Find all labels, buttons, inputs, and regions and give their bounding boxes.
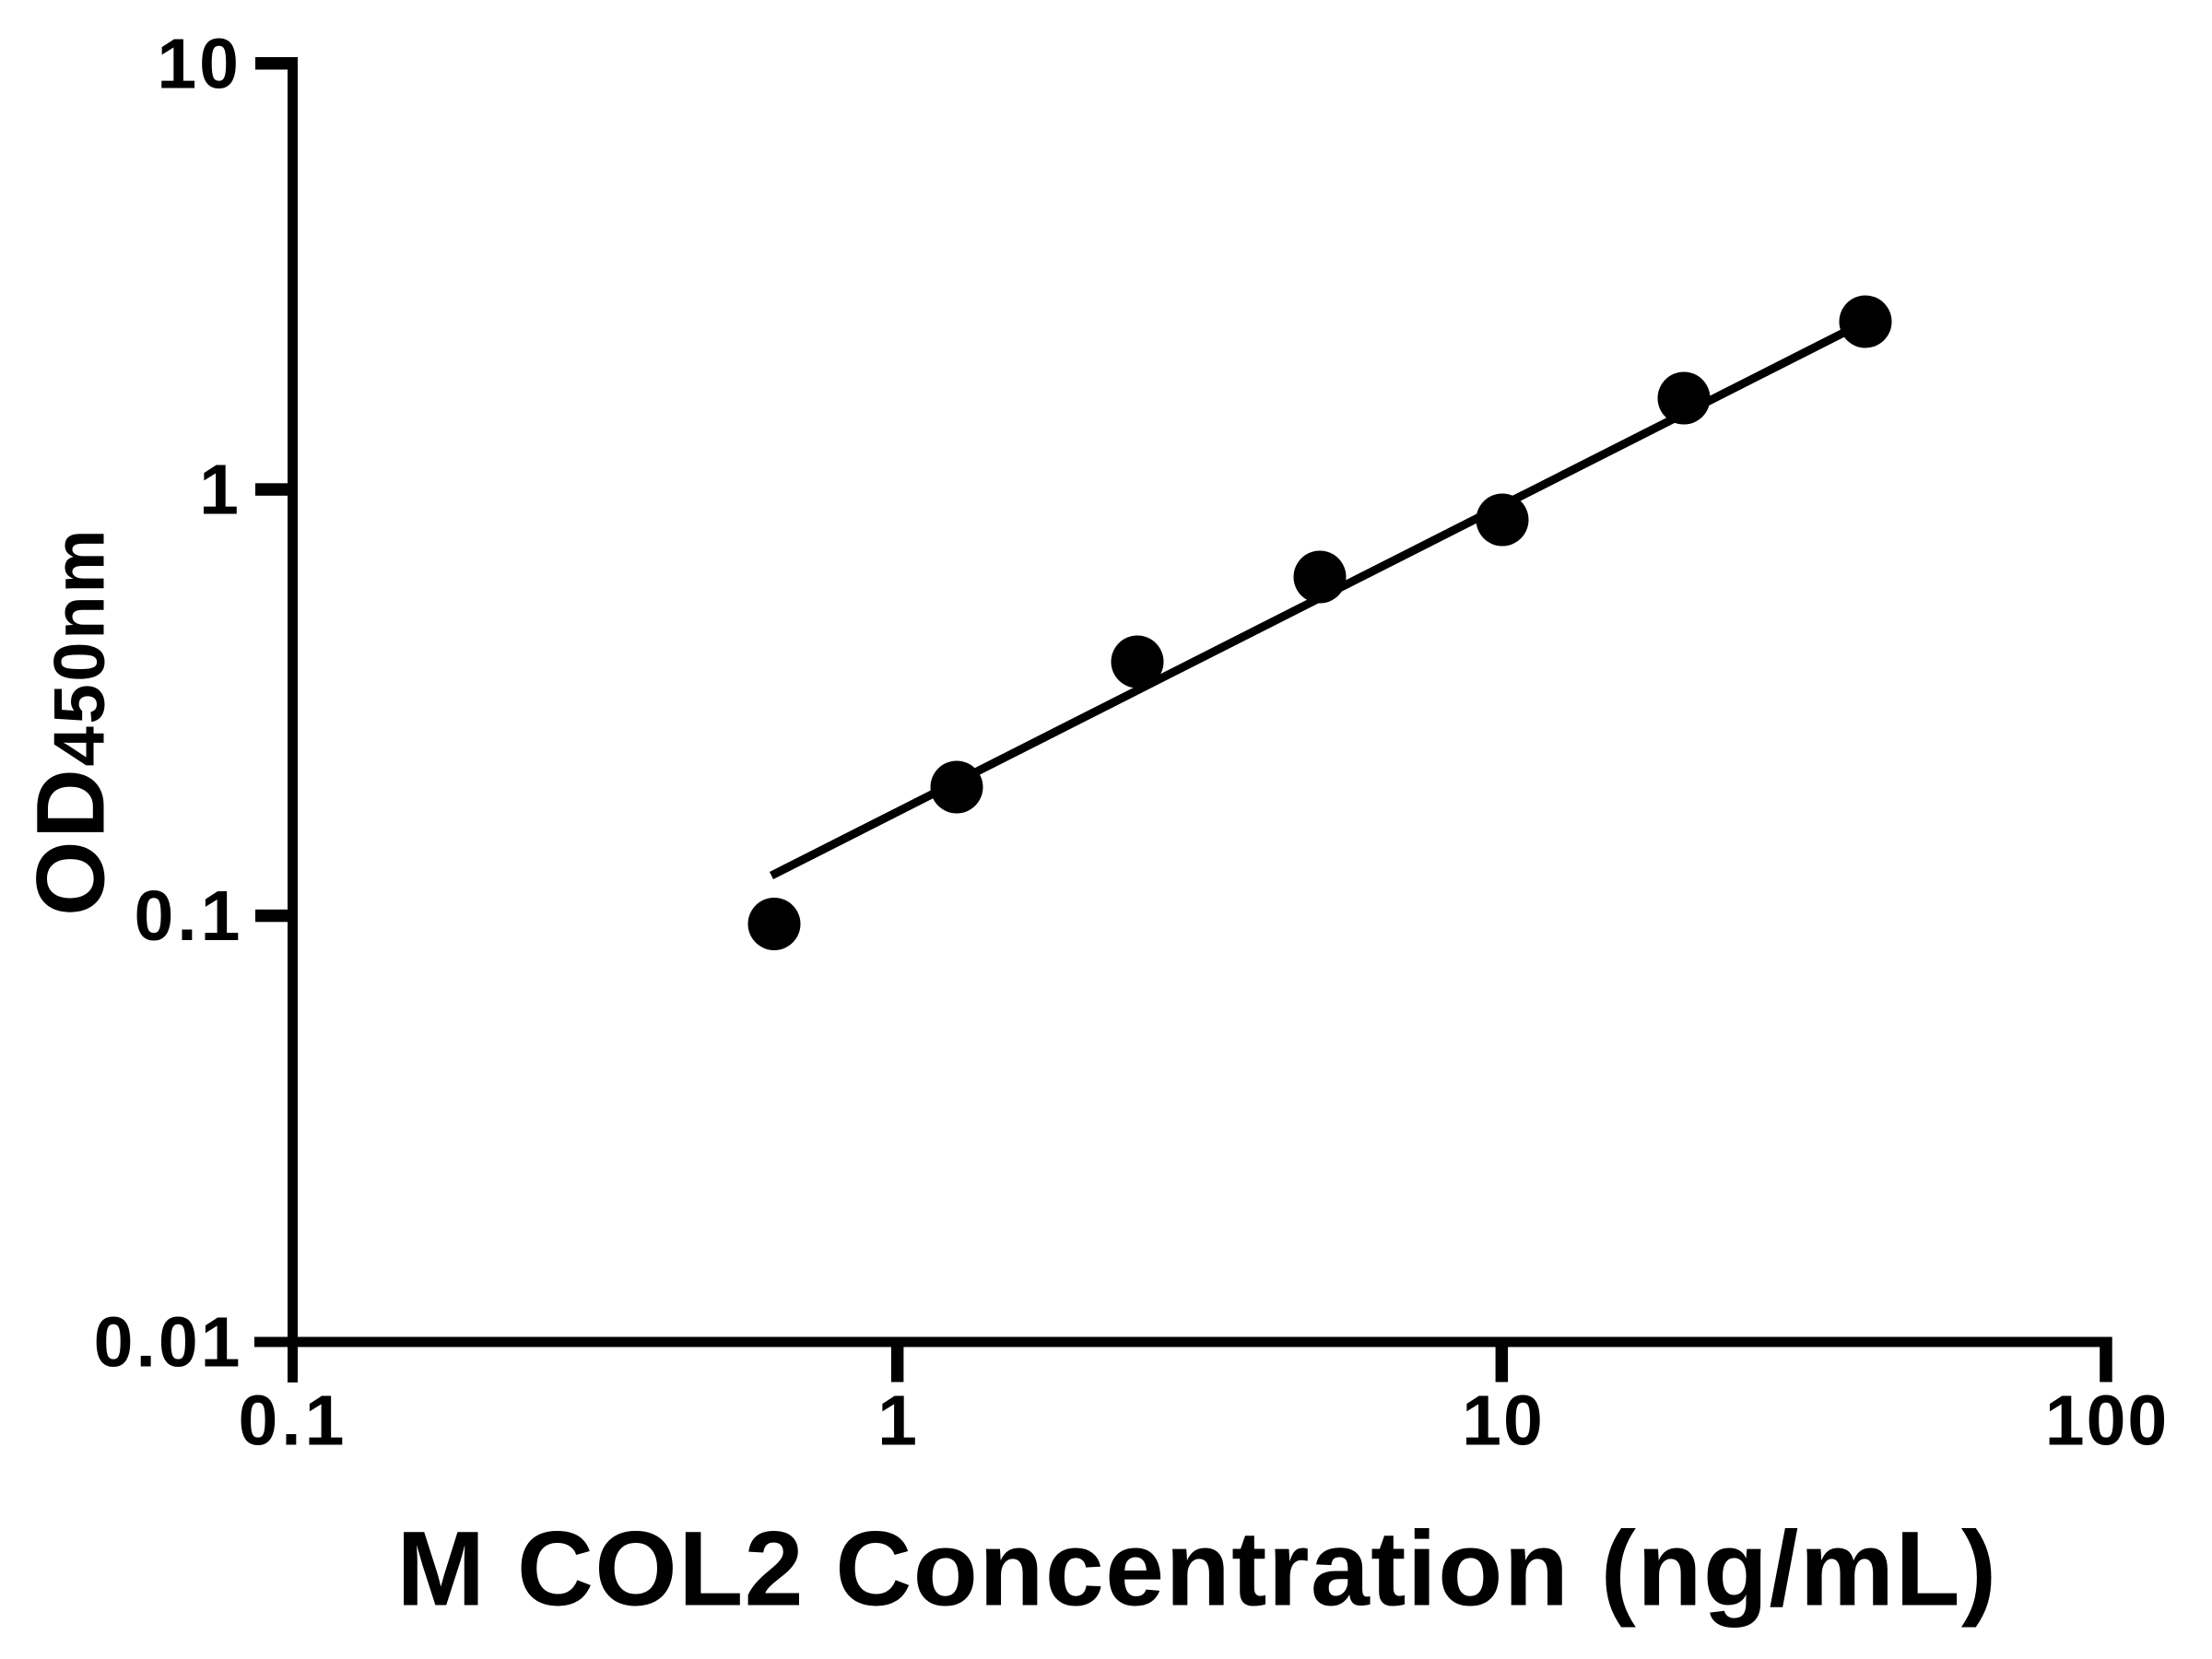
svg-text:M COL2 Concentration (ng/mL): M COL2 Concentration (ng/mL) <box>396 1510 1997 1628</box>
svg-text:100: 100 <box>2045 1382 2169 1461</box>
svg-text:0.1: 0.1 <box>134 877 243 956</box>
svg-text:10: 10 <box>157 24 241 103</box>
svg-text:10: 10 <box>1462 1382 1545 1461</box>
svg-text:0.01: 0.01 <box>94 1303 243 1382</box>
svg-text:1: 1 <box>877 1382 917 1461</box>
svg-text:0.1: 0.1 <box>238 1382 347 1461</box>
svg-text:1: 1 <box>199 451 239 530</box>
